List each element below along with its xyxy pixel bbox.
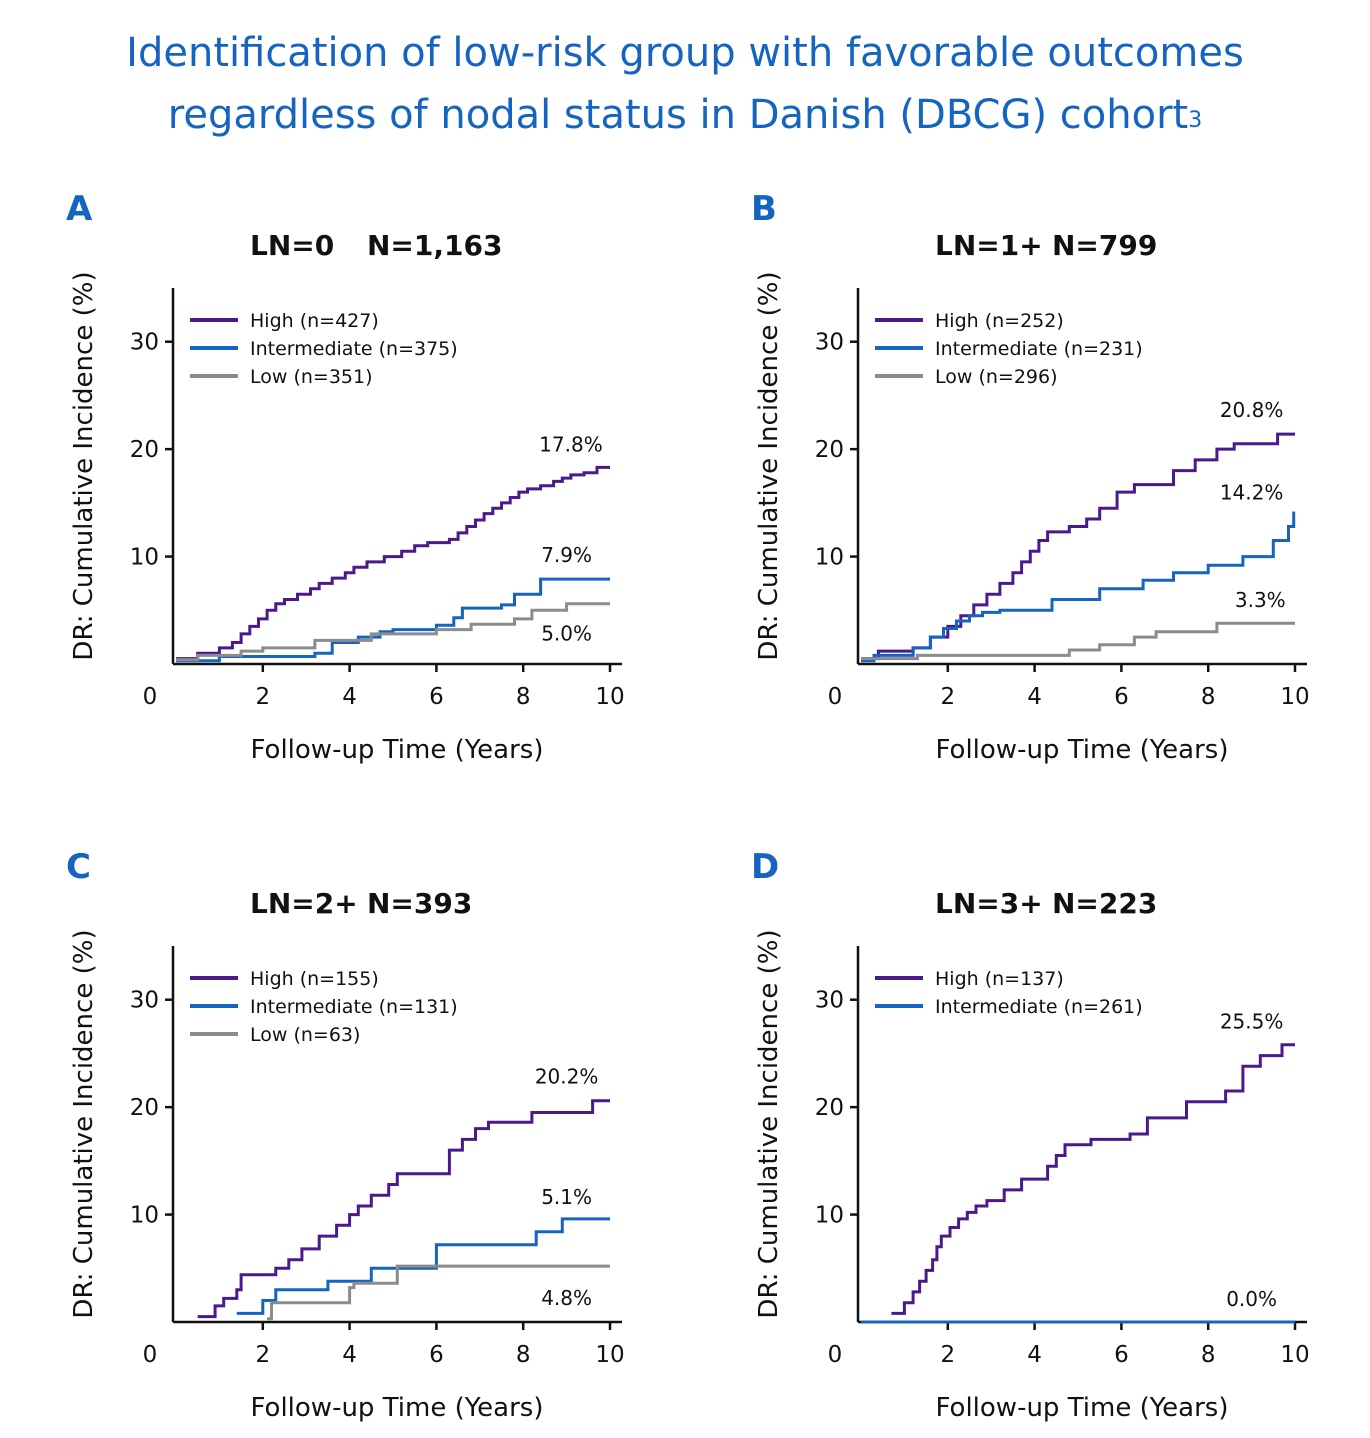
x-tick-label: 4: [342, 684, 357, 710]
panel-title-right-c: N=393: [367, 887, 472, 920]
title-line-1: Identification of low-risk group with fa…: [126, 30, 1244, 76]
page-title: Identification of low-risk group with fa…: [0, 22, 1370, 146]
x-tick-label: 2: [940, 1342, 955, 1368]
panel-label-b: B: [751, 189, 777, 229]
x-tick-label: 0: [143, 684, 158, 710]
y-tick-label: 30: [815, 330, 844, 356]
y-tick-label: 10: [130, 1203, 159, 1229]
series-line-high: [176, 465, 610, 661]
y-tick-label: 10: [130, 545, 159, 571]
x-tick-label: 0: [828, 1342, 843, 1368]
x-tick-label: 0: [143, 1342, 158, 1368]
y-tick-label: 30: [130, 330, 159, 356]
annotation-label: 25.5%: [1220, 1010, 1284, 1034]
x-tick-label: 6: [429, 1342, 444, 1368]
annotation-label: 17.8%: [539, 432, 603, 456]
x-tick-label: 8: [1201, 1342, 1216, 1368]
x-tick-label: 4: [1027, 684, 1042, 710]
x-tick-label: 4: [1027, 1342, 1042, 1368]
annotation-label: 5.0%: [541, 621, 592, 645]
legend-label-high: High (n=427): [250, 310, 379, 332]
legend-label-high: High (n=252): [935, 310, 1064, 332]
x-axis-label: Follow-up Time (Years): [251, 735, 544, 765]
x-tick-label: 2: [940, 684, 955, 710]
legend-label-low: Low (n=63): [250, 1024, 360, 1046]
chart-panel-a: A LN=0 N=1,163 10 20 30 0 2 4 6 8 10 Follow-up Time …: [66, 189, 625, 765]
x-axis-label: Follow-up Time (Years): [251, 1393, 544, 1423]
y-axis-label: DR: Cumulative Incidence (%): [754, 271, 784, 660]
y-tick-label: 20: [815, 1095, 844, 1121]
x-tick-label: 2: [255, 684, 270, 710]
annotation-label: 7.9%: [541, 543, 592, 567]
title-line-2-text: regardless of nodal status in Danish (DB…: [167, 92, 1189, 138]
x-axis-label: Follow-up Time (Years): [936, 735, 1229, 765]
y-axis-label: DR: Cumulative Incidence (%): [754, 929, 784, 1318]
x-tick-label: 10: [1280, 684, 1309, 710]
series-line-low: [176, 602, 610, 662]
legend-label-intermediate: Intermediate (n=375): [250, 338, 458, 360]
x-tick-label: 0: [828, 684, 843, 710]
series-line-high: [197, 1099, 610, 1319]
x-tick-label: 8: [516, 684, 531, 710]
x-tick-label: 6: [1114, 1342, 1129, 1368]
annotation-label: 20.8%: [1220, 398, 1284, 422]
series-line-high: [891, 1043, 1295, 1315]
y-tick-label: 20: [130, 1095, 159, 1121]
panel-label-a: A: [66, 189, 93, 229]
panel-title-right-d: N=223: [1052, 887, 1157, 920]
y-tick-label: 30: [815, 988, 844, 1014]
panel-label-d: D: [751, 847, 779, 887]
panel-label-c: C: [66, 847, 91, 887]
title-line-2: regardless of nodal status in Danish (DB…: [0, 84, 1370, 146]
x-tick-label: 6: [1114, 684, 1129, 710]
chart-panel-c: C LN=2+ N=393 10 20 30 0 2 4 6 8 10 Follow-up Time (…: [66, 847, 625, 1423]
y-tick-label: 20: [130, 437, 159, 463]
x-tick-label: 6: [429, 684, 444, 710]
legend-label-low: Low (n=296): [935, 366, 1058, 388]
series-line-low: [267, 1264, 610, 1321]
x-tick-label: 8: [516, 1342, 531, 1368]
x-tick-label: 2: [255, 1342, 270, 1368]
x-tick-label: 10: [595, 684, 624, 710]
x-tick-label: 8: [1201, 684, 1216, 710]
annotation-label: 0.0%: [1226, 1287, 1277, 1311]
legend-label-low: Low (n=351): [250, 366, 373, 388]
y-axis-label: DR: Cumulative Incidence (%): [69, 929, 99, 1318]
annotation-label: 14.2%: [1220, 481, 1284, 505]
y-tick-label: 10: [815, 1203, 844, 1229]
series-line-low: [861, 621, 1295, 661]
x-axis-label: Follow-up Time (Years): [936, 1393, 1229, 1423]
legend-label-high: High (n=155): [250, 968, 379, 990]
y-tick-label: 30: [130, 988, 159, 1014]
x-tick-label: 4: [342, 1342, 357, 1368]
annotation-label: 4.8%: [541, 1286, 592, 1310]
panel-title-left-d: LN=3+: [935, 887, 1043, 920]
y-tick-label: 10: [815, 545, 844, 571]
series-line-intermediate: [861, 511, 1296, 663]
annotation-label: 20.2%: [535, 1065, 599, 1089]
title-superscript: 3: [1188, 108, 1203, 133]
chart-panel-d: D LN=3+ N=223 10 20 30 0 2 4 6 8 10 Follow-up Time (…: [751, 847, 1310, 1423]
y-axis-label: DR: Cumulative Incidence (%): [69, 271, 99, 660]
x-tick-label: 10: [1280, 1342, 1309, 1368]
panel-title-left-c: LN=2+: [250, 887, 358, 920]
annotation-label: 3.3%: [1235, 588, 1286, 612]
legend-label-intermediate: Intermediate (n=131): [250, 996, 458, 1018]
chart-panel-b: B LN=1+ N=799 10 20 30 0 2 4 6 8 10 Follow-up Time (…: [751, 189, 1310, 765]
panel-title-left-b: LN=1+: [935, 229, 1043, 262]
y-tick-label: 20: [815, 437, 844, 463]
legend-label-high: High (n=137): [935, 968, 1064, 990]
panel-title-left-a: LN=0: [250, 229, 334, 262]
x-tick-label: 10: [595, 1342, 624, 1368]
panel-title-right-b: N=799: [1052, 229, 1157, 262]
series-line-high: [861, 432, 1295, 661]
series-line-intermediate: [236, 1217, 610, 1315]
annotation-label: 5.1%: [541, 1185, 592, 1209]
series-line-intermediate: [176, 577, 610, 663]
panel-title-right-a: N=1,163: [367, 229, 502, 262]
legend-label-intermediate: Intermediate (n=231): [935, 338, 1143, 360]
legend-label-intermediate: Intermediate (n=261): [935, 996, 1143, 1018]
